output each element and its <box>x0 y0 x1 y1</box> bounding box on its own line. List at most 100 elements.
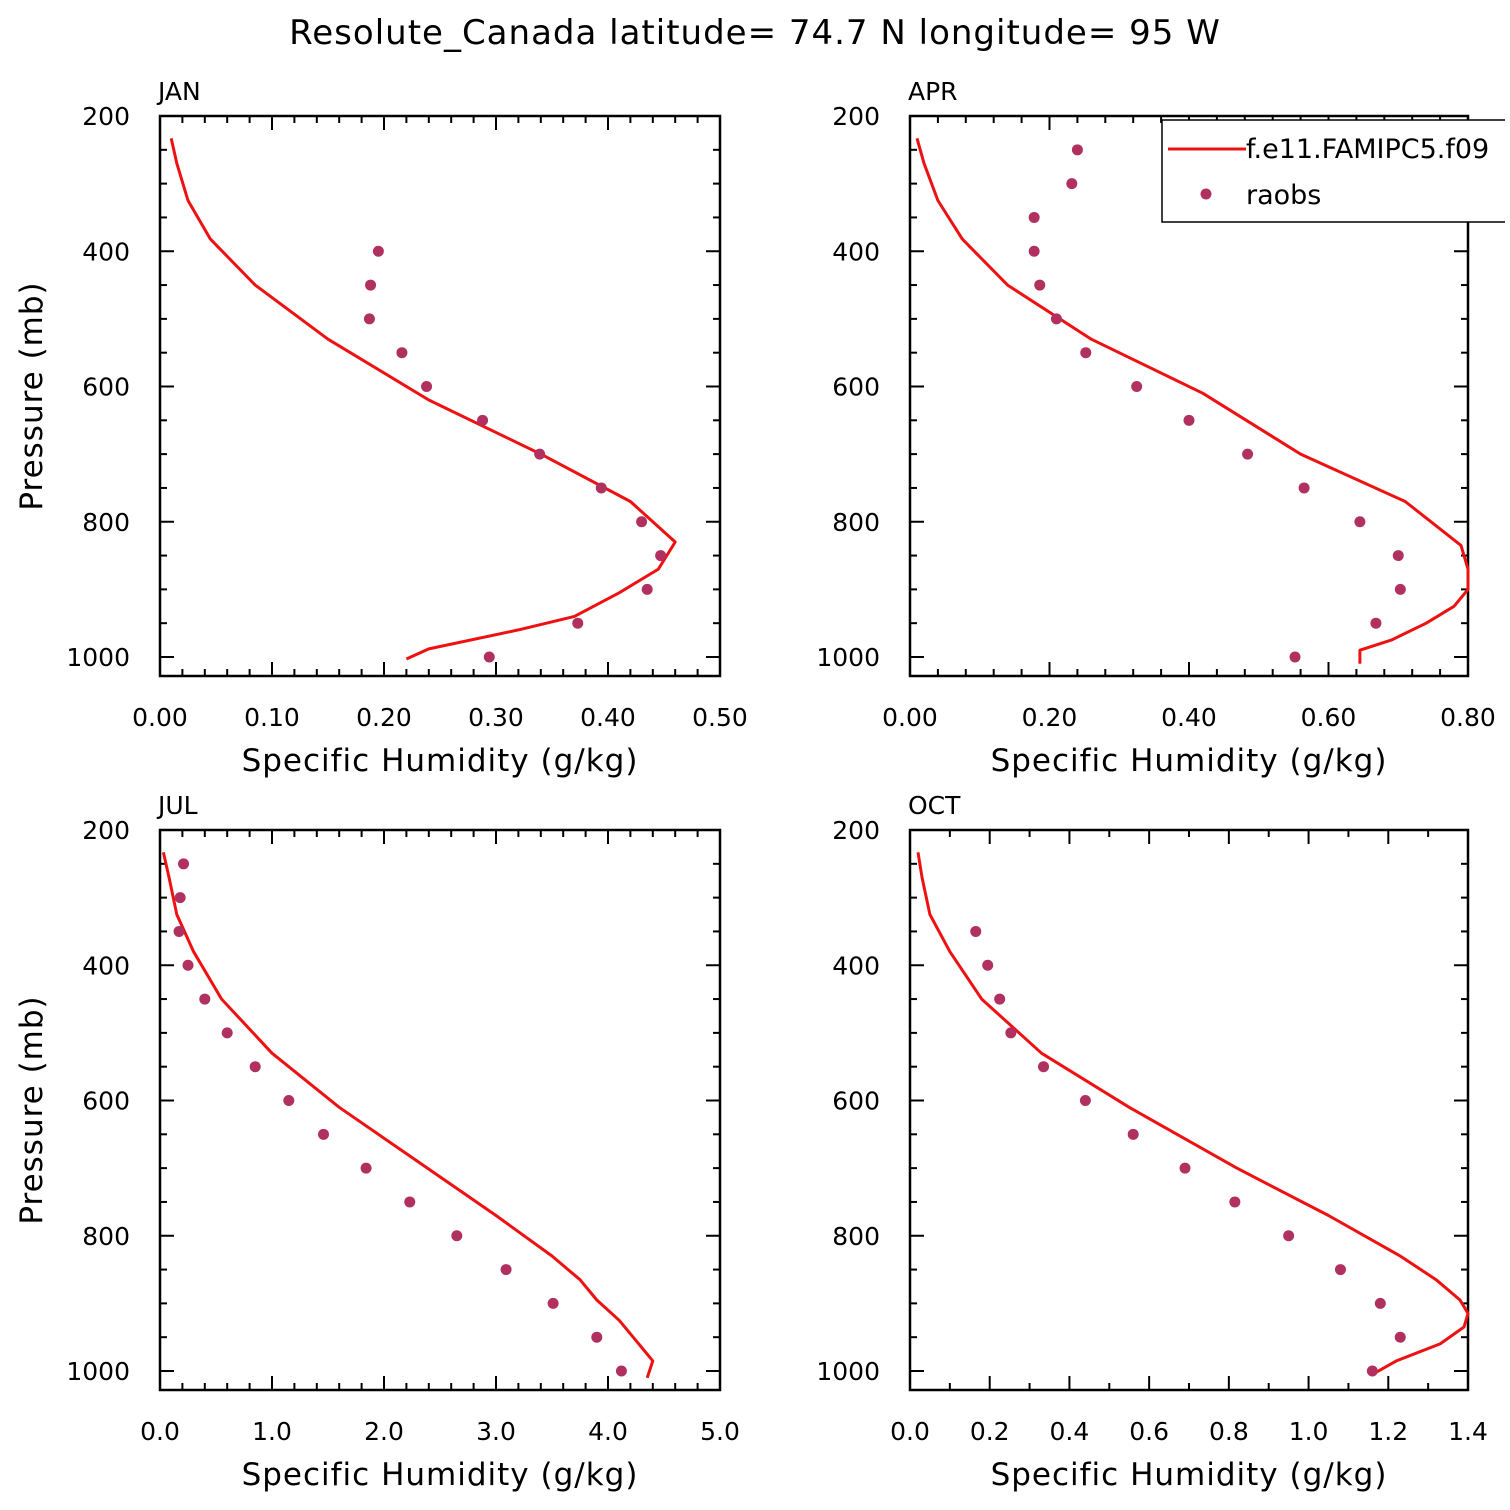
panel-jan: JAN 200 400 600 800 1000 0.00 0.10 0.20 0.30 0.40 0… <box>14 77 748 779</box>
y-axis-label: Pressure (mb) <box>14 995 50 1224</box>
obs-point <box>1298 482 1310 494</box>
obs-point <box>982 959 994 971</box>
y-tick-label: 200 <box>832 102 880 131</box>
obs-point <box>421 381 433 392</box>
obs-point <box>178 858 190 870</box>
obs-point <box>451 1230 463 1242</box>
y-tick-label: 200 <box>832 816 880 845</box>
obs-point <box>1005 1027 1017 1039</box>
obs-point <box>365 279 377 291</box>
panel-oct: OCT 200 400 600 800 1000 0.0 0.2 0.4 0.6 0.8 1.0 1.2… <box>816 791 1488 1493</box>
x-tick-label: 5.0 <box>700 1417 740 1446</box>
x-axis-label: Specific Humidity (g/kg) <box>242 743 639 779</box>
obs-point <box>500 1264 512 1276</box>
obs-point <box>249 1061 261 1073</box>
x-tick-label: 1.0 <box>1289 1417 1329 1446</box>
x-tick-label: 0.20 <box>1022 703 1078 732</box>
obs-point <box>477 414 489 426</box>
plot-frame <box>158 114 722 678</box>
y-tick-label: 200 <box>82 102 130 131</box>
y-tick-label: 600 <box>82 373 130 402</box>
legend-model-label: f.e11.FAMIPC5.f09 <box>1246 134 1489 165</box>
obs-point <box>404 1196 416 1208</box>
y-tick-label: 600 <box>832 373 880 402</box>
obs-point <box>572 617 584 629</box>
obs-point <box>372 245 384 257</box>
figure-title: Resolute_Canada latitude= 74.7 N longitu… <box>289 13 1221 53</box>
x-axis-label: Specific Humidity (g/kg) <box>242 1457 639 1493</box>
x-tick-label: 0.4 <box>1050 1417 1090 1446</box>
obs-point <box>970 925 982 937</box>
x-tick-label: 0.60 <box>1301 703 1357 732</box>
obs-point <box>615 1365 627 1377</box>
obs-point <box>1028 245 1040 257</box>
y-tick-label: 600 <box>82 1087 130 1116</box>
obs-point <box>1131 381 1143 392</box>
y-tick-label: 800 <box>82 508 130 537</box>
obs-point <box>1283 1230 1295 1242</box>
y-tick-label: 800 <box>832 508 880 537</box>
y-tick-label: 800 <box>832 1222 880 1251</box>
y-tick-label: 600 <box>832 1087 880 1116</box>
obs-point <box>1071 144 1083 156</box>
obs-point <box>547 1297 559 1309</box>
obs-point <box>1374 1297 1386 1309</box>
plot-frame <box>158 828 722 1392</box>
obs-point <box>1179 1162 1191 1174</box>
obs-point <box>636 516 648 528</box>
obs-point <box>1127 1128 1139 1140</box>
obs-point <box>1028 211 1040 223</box>
y-tick-label: 1000 <box>816 1357 880 1386</box>
obs-point <box>1183 414 1195 426</box>
x-tick-label: 0.0 <box>890 1417 930 1446</box>
obs-point <box>182 959 194 971</box>
obs-point <box>1080 347 1092 359</box>
obs-point <box>363 313 375 325</box>
obs-point <box>591 1331 603 1343</box>
x-tick-label: 0.10 <box>244 703 300 732</box>
panels: JAN 200 400 600 800 1000 0.00 0.10 0.20 0.30 0.40 0… <box>14 77 1496 1493</box>
y-tick-label: 1000 <box>66 1357 130 1386</box>
y-tick-label: 400 <box>82 237 130 266</box>
obs-point <box>1050 313 1062 325</box>
x-tick-label: 0.50 <box>692 703 748 732</box>
series-line-model <box>161 851 655 1379</box>
x-tick-label: 1.2 <box>1368 1417 1408 1446</box>
legend-obs-label: raobs <box>1246 180 1321 211</box>
panel-label: JUL <box>156 791 198 820</box>
y-axis-label: Pressure (mb) <box>14 281 50 510</box>
obs-point <box>641 583 653 595</box>
obs-point <box>283 1095 295 1106</box>
obs-point <box>1354 516 1366 528</box>
x-axis-label: Specific Humidity (g/kg) <box>991 743 1388 779</box>
obs-point <box>1242 448 1254 460</box>
x-tick-label: 3.0 <box>476 1417 516 1446</box>
x-tick-label: 1.0 <box>252 1417 292 1446</box>
obs-point <box>483 651 495 663</box>
x-tick-label: 0.40 <box>1161 703 1217 732</box>
obs-point <box>199 993 211 1005</box>
series-line-model <box>916 852 1470 1376</box>
y-tick-label: 400 <box>82 951 130 980</box>
x-tick-label: 1.4 <box>1448 1417 1488 1446</box>
obs-point <box>1370 617 1382 629</box>
panel-jul: JUL 200 400 600 800 1000 0.0 1.0 2.0 3.0 4.0 5.0 Spe… <box>14 791 740 1493</box>
x-tick-label: 0.8 <box>1209 1417 1249 1446</box>
y-tick-label: 400 <box>832 237 880 266</box>
series-line-model <box>915 137 1470 664</box>
panel-label: OCT <box>908 791 961 820</box>
x-tick-label: 2.0 <box>364 1417 404 1446</box>
panel-label: JAN <box>156 77 201 106</box>
obs-point <box>173 925 185 937</box>
panel-label: APR <box>908 77 958 106</box>
x-axis-label: Specific Humidity (g/kg) <box>991 1457 1388 1493</box>
x-tick-label: 0.80 <box>1440 703 1496 732</box>
x-tick-label: 0.30 <box>468 703 524 732</box>
x-tick-label: 0.00 <box>882 703 938 732</box>
legend-box <box>1161 119 1505 223</box>
obs-point <box>1394 1331 1406 1343</box>
series-line-model <box>169 137 677 661</box>
y-tick-label: 800 <box>82 1222 130 1251</box>
obs-point <box>1038 1061 1050 1073</box>
